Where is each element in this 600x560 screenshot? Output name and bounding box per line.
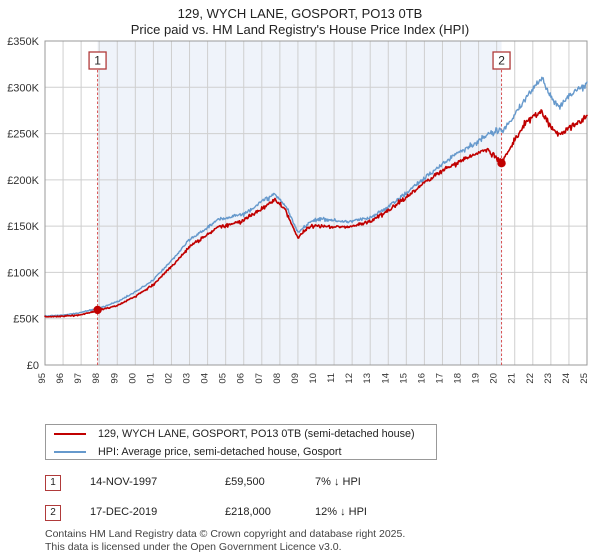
svg-text:17: 17 xyxy=(434,373,445,384)
svg-text:£0: £0 xyxy=(27,360,39,372)
svg-text:1: 1 xyxy=(94,54,101,68)
svg-text:2: 2 xyxy=(498,54,505,68)
svg-text:00: 00 xyxy=(127,373,138,384)
svg-text:07: 07 xyxy=(254,373,265,384)
svg-text:12: 12 xyxy=(344,373,355,384)
svg-text:99: 99 xyxy=(109,373,120,384)
svg-text:18: 18 xyxy=(453,373,464,384)
svg-text:£250K: £250K xyxy=(7,129,39,141)
svg-text:09: 09 xyxy=(290,373,301,384)
svg-text:98: 98 xyxy=(91,373,102,384)
svg-text:£50K: £50K xyxy=(13,314,39,326)
svg-text:24: 24 xyxy=(561,373,572,384)
svg-text:97: 97 xyxy=(73,373,84,384)
svg-text:20: 20 xyxy=(489,373,500,384)
svg-text:16: 16 xyxy=(416,373,427,384)
svg-text:08: 08 xyxy=(272,373,283,384)
svg-text:01: 01 xyxy=(145,373,156,384)
svg-text:£300K: £300K xyxy=(7,82,39,94)
svg-text:£150K: £150K xyxy=(7,221,39,233)
svg-text:15: 15 xyxy=(398,373,409,384)
svg-text:04: 04 xyxy=(200,373,211,384)
svg-text:11: 11 xyxy=(326,373,337,383)
svg-text:05: 05 xyxy=(218,373,229,384)
svg-text:22: 22 xyxy=(525,373,536,384)
svg-text:23: 23 xyxy=(543,373,554,384)
svg-text:25: 25 xyxy=(579,373,590,384)
svg-text:14: 14 xyxy=(380,373,391,384)
svg-text:£200K: £200K xyxy=(7,175,39,187)
svg-text:95: 95 xyxy=(37,373,48,384)
svg-text:03: 03 xyxy=(182,373,193,384)
svg-text:96: 96 xyxy=(55,373,66,384)
svg-text:£350K: £350K xyxy=(7,36,39,48)
svg-text:13: 13 xyxy=(362,373,373,384)
svg-text:19: 19 xyxy=(471,373,482,384)
svg-text:£100K: £100K xyxy=(7,267,39,279)
svg-text:02: 02 xyxy=(163,373,174,384)
svg-text:10: 10 xyxy=(308,373,319,384)
svg-text:06: 06 xyxy=(236,373,247,384)
svg-text:21: 21 xyxy=(507,373,518,384)
